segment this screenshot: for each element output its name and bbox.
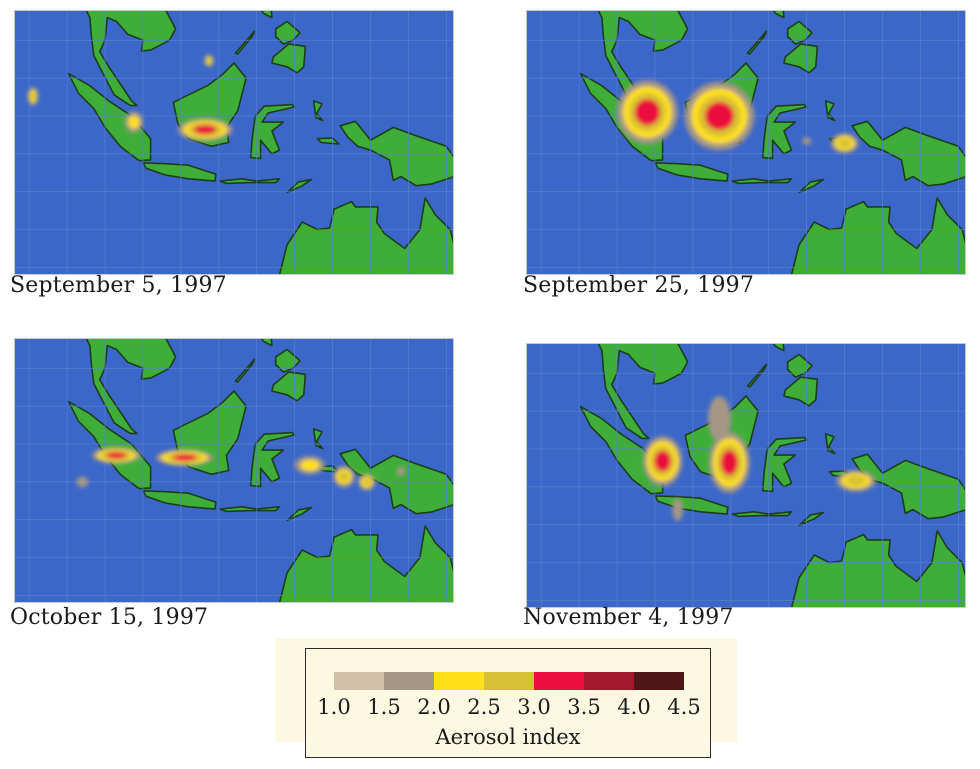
lesser-sunda-islands xyxy=(731,178,793,185)
aerosol-plume-ring xyxy=(76,476,89,488)
map-panel-september-5 xyxy=(14,10,454,275)
aerosol-map xyxy=(526,10,966,275)
legend-ticks: 1.0 1.5 2.0 2.5 3.0 3.5 4.0 4.5 xyxy=(306,695,710,721)
map-panel-october-15 xyxy=(14,338,454,603)
aerosol-plume-ring xyxy=(802,137,812,145)
aerosol-plume-ring xyxy=(106,451,127,459)
seram-island xyxy=(316,137,340,145)
lesser-sunda-islands xyxy=(219,178,281,185)
map-caption: October 15, 1997 xyxy=(10,605,209,630)
map-frame xyxy=(526,10,966,275)
aerosol-plume-ring xyxy=(300,459,320,471)
map-grid xyxy=(526,343,966,608)
map-frame xyxy=(526,343,966,608)
aerosol-plume-ring xyxy=(206,57,212,64)
map-frame xyxy=(14,10,454,275)
aerosol-plume-ring xyxy=(708,396,731,442)
legend-swatch xyxy=(634,672,684,690)
map-caption: September 5, 1997 xyxy=(10,273,227,298)
sumatra-island xyxy=(67,400,152,490)
luzon-island xyxy=(771,10,785,19)
map-grid xyxy=(526,10,966,275)
legend-swatch xyxy=(584,672,634,690)
mindanao-island xyxy=(783,376,819,407)
sulawesi-island xyxy=(249,103,296,160)
legend-swatch xyxy=(484,672,534,690)
aerosol-plume-ring xyxy=(396,466,406,476)
java-island xyxy=(654,162,729,182)
aerosol-plume-ring xyxy=(172,454,197,462)
aerosol-plume-ring xyxy=(634,99,660,126)
palawan-island xyxy=(746,363,768,388)
mindanao-island xyxy=(271,43,307,74)
java-island xyxy=(142,490,217,510)
aerosol-plume-ring xyxy=(704,101,734,131)
sulawesi-island xyxy=(761,436,808,493)
legend-swatch xyxy=(334,672,384,690)
new-guinea-island xyxy=(851,453,966,520)
lesser-sunda-islands xyxy=(219,506,281,513)
aerosol-map xyxy=(14,10,454,275)
aerosol-plume-ring xyxy=(362,477,371,486)
map-grid xyxy=(14,10,454,275)
palawan-island xyxy=(234,30,256,55)
sulawesi-island xyxy=(249,431,296,488)
luzon-island xyxy=(771,343,785,352)
legend-title: Aerosol index xyxy=(435,725,581,749)
aerosol-legend: 1.0 1.5 2.0 2.5 3.0 3.5 4.0 4.5 Aerosol index xyxy=(305,648,711,758)
palawan-island xyxy=(746,30,768,55)
palawan-island xyxy=(234,358,256,383)
new-guinea-island xyxy=(339,120,454,187)
mindanao-island xyxy=(271,371,307,402)
map-caption: November 4, 1997 xyxy=(523,605,734,630)
halmahera-island xyxy=(312,428,324,450)
new-guinea-island xyxy=(851,120,966,187)
aerosol-plume-ring xyxy=(193,124,217,135)
aerosol-plume-ring xyxy=(338,471,350,482)
legend-tick-label: 4.0 xyxy=(617,695,651,719)
legend-tick-label: 1.5 xyxy=(367,695,401,719)
legend-swatch xyxy=(534,672,584,690)
map-panel-november-4 xyxy=(526,343,966,608)
luzon-island xyxy=(259,338,273,347)
aerosol-plume-ring xyxy=(838,138,852,148)
aerosol-map xyxy=(526,343,966,608)
aerosol-plumes xyxy=(642,396,876,521)
java-island xyxy=(142,162,217,182)
halmahera-island xyxy=(312,100,324,122)
map-panel-september-25 xyxy=(526,10,966,275)
legend-tick-label: 1.0 xyxy=(317,695,351,719)
legend-swatch xyxy=(384,672,434,690)
aerosol-plume-ring xyxy=(128,115,140,129)
java-island xyxy=(654,495,729,515)
halmahera-island xyxy=(824,433,836,455)
aerosol-plume-ring xyxy=(672,498,683,521)
luzon-island xyxy=(259,10,273,19)
legend-swatch xyxy=(434,672,484,690)
map-frame xyxy=(14,338,454,603)
legend-tick-label: 3.5 xyxy=(567,695,601,719)
aerosol-plume-ring xyxy=(654,450,671,472)
aerosol-plume-ring xyxy=(846,475,866,486)
aerosol-plume-ring xyxy=(720,450,738,476)
legend-color-bar xyxy=(334,672,684,690)
legend-tick-label: 3.0 xyxy=(517,695,551,719)
aerosol-plumes xyxy=(27,54,233,141)
sulawesi-island xyxy=(761,103,808,160)
halmahera-island xyxy=(824,100,836,122)
mindanao-island xyxy=(783,43,819,74)
sumatra-island xyxy=(579,405,664,495)
map-caption: September 25, 1997 xyxy=(523,273,755,298)
aerosol-plumes xyxy=(617,80,859,154)
legend-tick-label: 2.5 xyxy=(467,695,501,719)
map-grid xyxy=(14,338,454,603)
sumatra-island xyxy=(67,72,152,162)
aerosol-plumes xyxy=(76,447,406,491)
legend-tick-label: 2.0 xyxy=(417,695,451,719)
lesser-sunda-islands xyxy=(731,511,793,518)
legend-tick-label: 4.5 xyxy=(667,695,701,719)
aerosol-plume-ring xyxy=(30,91,36,101)
aerosol-map xyxy=(14,338,454,603)
